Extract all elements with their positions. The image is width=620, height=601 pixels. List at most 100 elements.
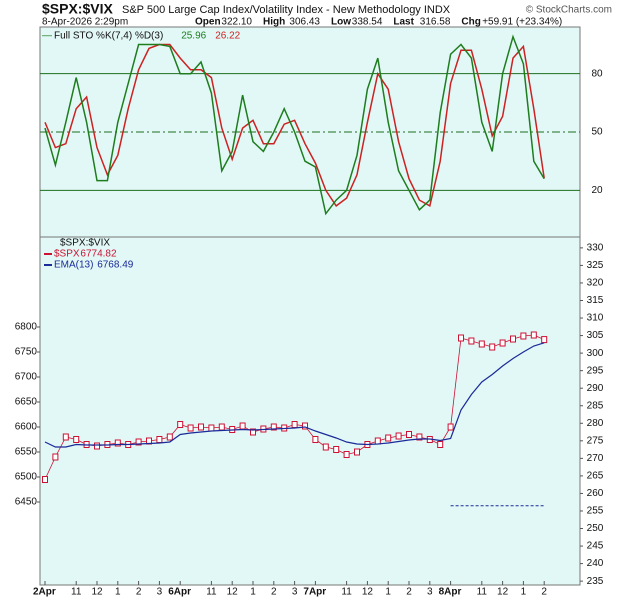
- y-tick-label: 6550: [15, 447, 38, 458]
- x-tick-label: 3: [292, 587, 298, 598]
- candle: [520, 332, 527, 340]
- y2-tick-label: 260: [587, 488, 604, 499]
- x-tick-label: 1: [385, 587, 391, 598]
- candle: [385, 434, 392, 442]
- candle: [94, 442, 100, 450]
- legend-value: 25.96: [181, 31, 206, 42]
- y2-tick-label: 280: [587, 418, 604, 429]
- y2-tick-label: 250: [587, 523, 604, 534]
- x-tick-label: 11: [71, 587, 82, 598]
- y-tick-label: 6700: [15, 372, 38, 383]
- candle: [374, 437, 381, 445]
- y2-tick-label: 315: [587, 295, 604, 306]
- candle: [250, 428, 256, 436]
- legend-line: —: [42, 31, 52, 42]
- quote-label: Open: [195, 17, 221, 28]
- x-tick-label: 6Apr: [168, 587, 191, 598]
- quote-value: 338.54: [352, 17, 383, 28]
- quote-value: 316.58: [420, 17, 451, 28]
- plot-background: [39, 26, 581, 586]
- quote-label: Last: [393, 17, 414, 28]
- y2-tick-label: 300: [587, 348, 604, 359]
- x-tick-label: 2: [271, 587, 277, 598]
- x-tick-label: 8Apr: [439, 587, 462, 598]
- candle: [177, 421, 184, 428]
- candle: [489, 343, 496, 351]
- y-tick-label: 6650: [15, 397, 38, 408]
- candle: [42, 476, 48, 483]
- legend-name: EMA(13): [54, 260, 93, 271]
- candle: [322, 443, 329, 451]
- x-tick-label: 11: [206, 587, 217, 598]
- candle: [239, 422, 246, 430]
- x-tick-label: 1: [521, 587, 527, 598]
- candle: [218, 423, 225, 431]
- x-tick-label: 1: [115, 587, 121, 598]
- stoch-line: [44, 34, 545, 216]
- y-tick-label: 80: [591, 68, 603, 79]
- y2-tick-label: 255: [587, 506, 604, 517]
- x-tick-label: 11: [477, 587, 488, 598]
- candle: [114, 439, 121, 447]
- y2-tick-label: 290: [587, 383, 604, 394]
- quote-value: 322.10: [221, 17, 252, 28]
- x-tick-label: 3: [157, 587, 163, 598]
- quote-label: High: [263, 17, 285, 28]
- x-tick-label: 3: [427, 587, 433, 598]
- symbol: $SPX:$VIX: [42, 1, 113, 17]
- candle: [354, 448, 360, 456]
- y2-tick-label: 330: [587, 243, 604, 254]
- legend-value: 26.22: [215, 31, 240, 42]
- y2-tick-label: 275: [587, 435, 604, 446]
- x-tick-label: 12: [362, 587, 374, 598]
- candle: [468, 337, 475, 345]
- y2-tick-label: 320: [587, 278, 604, 289]
- y2-tick-label: 265: [587, 471, 604, 482]
- candle: [530, 331, 537, 339]
- quote-label: Low: [331, 17, 351, 28]
- stoch-line: [44, 43, 545, 208]
- candle: [73, 436, 80, 443]
- x-tick-label: 2: [136, 587, 142, 598]
- legend-name: $SPX: [54, 249, 80, 260]
- candle: [156, 436, 163, 443]
- y2-tick-label: 245: [587, 541, 604, 552]
- candle: [312, 436, 319, 443]
- candle: [135, 438, 142, 446]
- candle: [406, 431, 412, 438]
- candle: [52, 453, 59, 461]
- y-tick-label: 6600: [15, 422, 38, 433]
- legend-value: 6768.49: [97, 260, 134, 271]
- candle: [187, 424, 194, 432]
- y-tick-label: 20: [591, 185, 603, 196]
- candle: [166, 433, 173, 441]
- candle: [499, 339, 506, 347]
- x-tick-label: 11: [341, 587, 352, 598]
- candle: [510, 335, 516, 343]
- x-tick-label: 12: [227, 587, 239, 598]
- quote-value: +59.91 (+23.34%): [482, 17, 562, 28]
- candle: [458, 334, 464, 342]
- candle: [270, 423, 277, 431]
- quote-value: 306.43: [289, 17, 320, 28]
- price-legend: $SPX:$VIX: [60, 238, 110, 249]
- candle: [333, 446, 340, 453]
- candle: [447, 423, 454, 431]
- x-tick-label: 2: [541, 587, 547, 598]
- candle: [541, 336, 548, 344]
- candle: [437, 441, 444, 448]
- ema-line: [44, 342, 545, 448]
- x-tick-label: 1: [250, 587, 256, 598]
- candle: [416, 433, 423, 441]
- candle: [302, 422, 308, 430]
- y-tick-label: 6500: [15, 472, 38, 483]
- candle: [291, 421, 298, 428]
- copyright: © StockCharts.com: [526, 5, 612, 16]
- x-tick-label: 12: [497, 587, 509, 598]
- candle: [478, 340, 485, 348]
- date: 8-Apr-2026 2:29pm: [42, 17, 128, 28]
- description: S&P 500 Large Cap Index/Volatility Index…: [122, 4, 451, 16]
- y-tick-label: 50: [591, 127, 603, 138]
- y2-tick-label: 295: [587, 365, 604, 376]
